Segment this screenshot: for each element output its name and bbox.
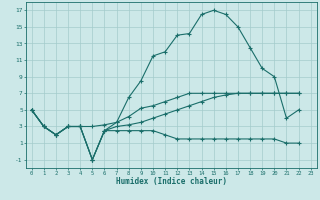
X-axis label: Humidex (Indice chaleur): Humidex (Indice chaleur) (116, 177, 227, 186)
